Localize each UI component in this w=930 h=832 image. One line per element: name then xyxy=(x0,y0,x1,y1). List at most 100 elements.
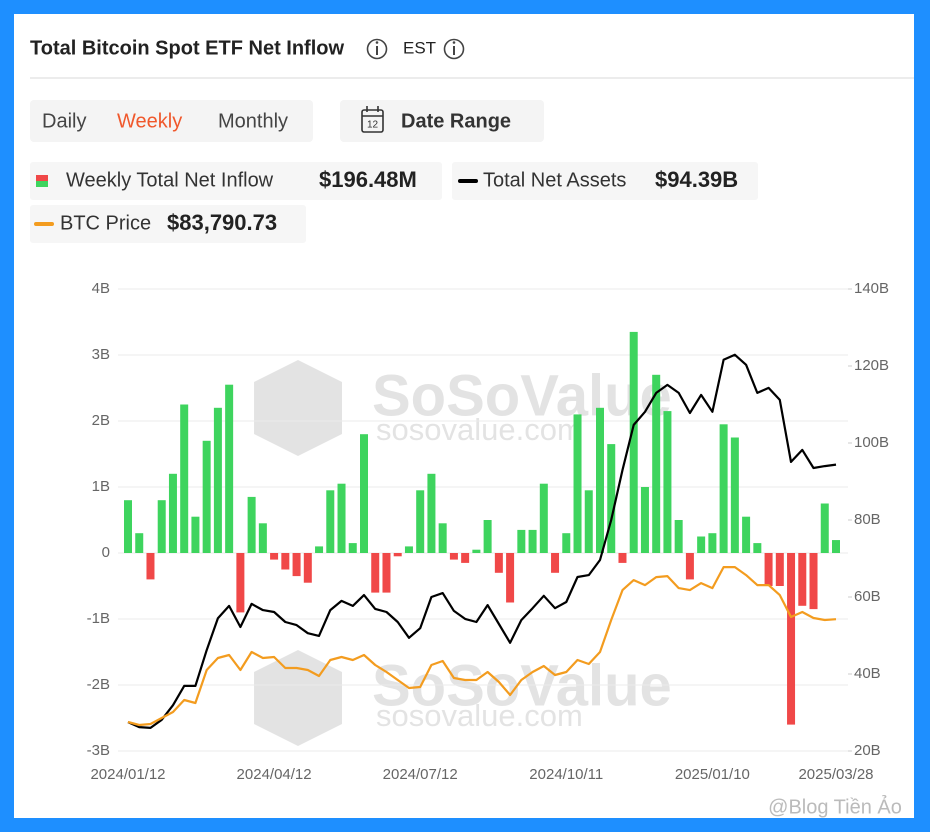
bar xyxy=(506,553,515,603)
watermark-site: sosovalue.com xyxy=(376,698,583,733)
bar xyxy=(348,543,357,553)
bar xyxy=(832,540,840,553)
legend-swatch xyxy=(36,181,48,187)
legend-swatch xyxy=(36,175,48,181)
calendar-icon: 12 xyxy=(361,106,384,133)
x-tick-label: 2025/03/28 xyxy=(798,766,873,783)
bar xyxy=(449,553,458,560)
bar xyxy=(427,473,436,553)
bar xyxy=(753,543,762,553)
logo-hex xyxy=(254,360,342,456)
bar xyxy=(730,437,739,553)
bar xyxy=(562,533,571,553)
bar xyxy=(225,384,234,553)
bar xyxy=(764,553,773,586)
bar xyxy=(798,553,807,606)
bar xyxy=(371,553,380,593)
y2-tick-label: 60B xyxy=(854,588,881,605)
bar xyxy=(787,553,796,725)
bar xyxy=(674,520,683,553)
bar xyxy=(685,553,694,580)
bar xyxy=(584,490,593,553)
y2-tick-label: 40B xyxy=(854,665,881,682)
tab[interactable]: Monthly xyxy=(218,110,288,132)
bar xyxy=(697,536,706,553)
bar xyxy=(607,444,616,553)
bar xyxy=(382,553,391,593)
legend-label: Total Net Assets xyxy=(483,169,626,191)
x-tick-label: 2025/01/10 xyxy=(675,766,750,783)
y2-tick-label: 20B xyxy=(854,742,881,759)
bar xyxy=(247,496,256,553)
tab[interactable]: Daily xyxy=(42,110,86,132)
y2-tick-label: 120B xyxy=(854,357,889,374)
chart-title: Total Bitcoin Spot ETF Net Inflow xyxy=(30,37,344,59)
watermark-logo xyxy=(254,360,342,456)
legend-box xyxy=(452,162,758,200)
bar xyxy=(775,553,784,586)
bar xyxy=(146,553,155,580)
date-range-button[interactable] xyxy=(340,100,544,142)
bar xyxy=(191,516,200,553)
bar xyxy=(820,503,829,553)
y-tick-label: -1B xyxy=(87,610,110,627)
bar xyxy=(157,500,166,553)
bar xyxy=(360,434,368,553)
line xyxy=(127,566,837,727)
bar xyxy=(742,516,751,553)
y-tick-label: 1B xyxy=(92,478,110,495)
y2-tick-label: 80B xyxy=(854,511,881,528)
bar xyxy=(315,546,324,553)
x-tick-label: 2024/07/12 xyxy=(383,766,458,783)
watermark-site: sosovalue.com xyxy=(376,412,583,447)
timezone: EST xyxy=(403,38,436,57)
bar xyxy=(258,523,267,553)
bar xyxy=(472,549,481,553)
bar xyxy=(629,331,638,553)
bar xyxy=(168,473,177,553)
info-icon[interactable] xyxy=(443,38,465,60)
bar xyxy=(180,404,189,553)
bar xyxy=(517,529,526,553)
legend-label: Weekly Total Net Inflow xyxy=(66,169,274,191)
bar xyxy=(416,490,425,553)
bar xyxy=(292,553,301,577)
bar xyxy=(708,533,717,553)
bar xyxy=(618,553,627,563)
bar xyxy=(393,553,402,557)
tab[interactable]: Weekly xyxy=(117,110,182,132)
line xyxy=(127,353,837,729)
bar xyxy=(551,553,560,573)
bar xyxy=(202,440,211,553)
legend-box xyxy=(30,162,442,200)
bar xyxy=(270,553,279,560)
tab-group xyxy=(30,100,313,142)
watermark-brand: SoSoValue xyxy=(372,363,672,428)
bar xyxy=(573,414,582,553)
bar xyxy=(640,487,649,553)
legend-value: $83,790.73 xyxy=(167,210,277,235)
date-range-label[interactable]: Date Range xyxy=(401,110,511,132)
legend-value: $94.39B xyxy=(655,167,738,192)
bar xyxy=(719,424,728,553)
bar xyxy=(326,490,335,553)
bar xyxy=(539,483,548,553)
y-tick-label: 3B xyxy=(92,346,110,363)
x-tick-label: 2024/10/11 xyxy=(529,766,603,783)
svg-text:12: 12 xyxy=(367,120,379,131)
bar xyxy=(494,553,503,573)
bar xyxy=(528,529,537,553)
x-tick-label: 2024/01/12 xyxy=(90,766,165,783)
bar xyxy=(337,483,346,553)
info-icon[interactable] xyxy=(366,38,388,60)
y-tick-label: 2B xyxy=(92,412,110,429)
bar xyxy=(652,374,661,553)
bar xyxy=(809,553,818,610)
bar xyxy=(281,553,290,570)
x-tick-label: 2024/04/12 xyxy=(237,766,312,783)
legend-box xyxy=(30,205,306,243)
y-tick-label: 4B xyxy=(92,280,110,297)
bar xyxy=(663,411,672,553)
